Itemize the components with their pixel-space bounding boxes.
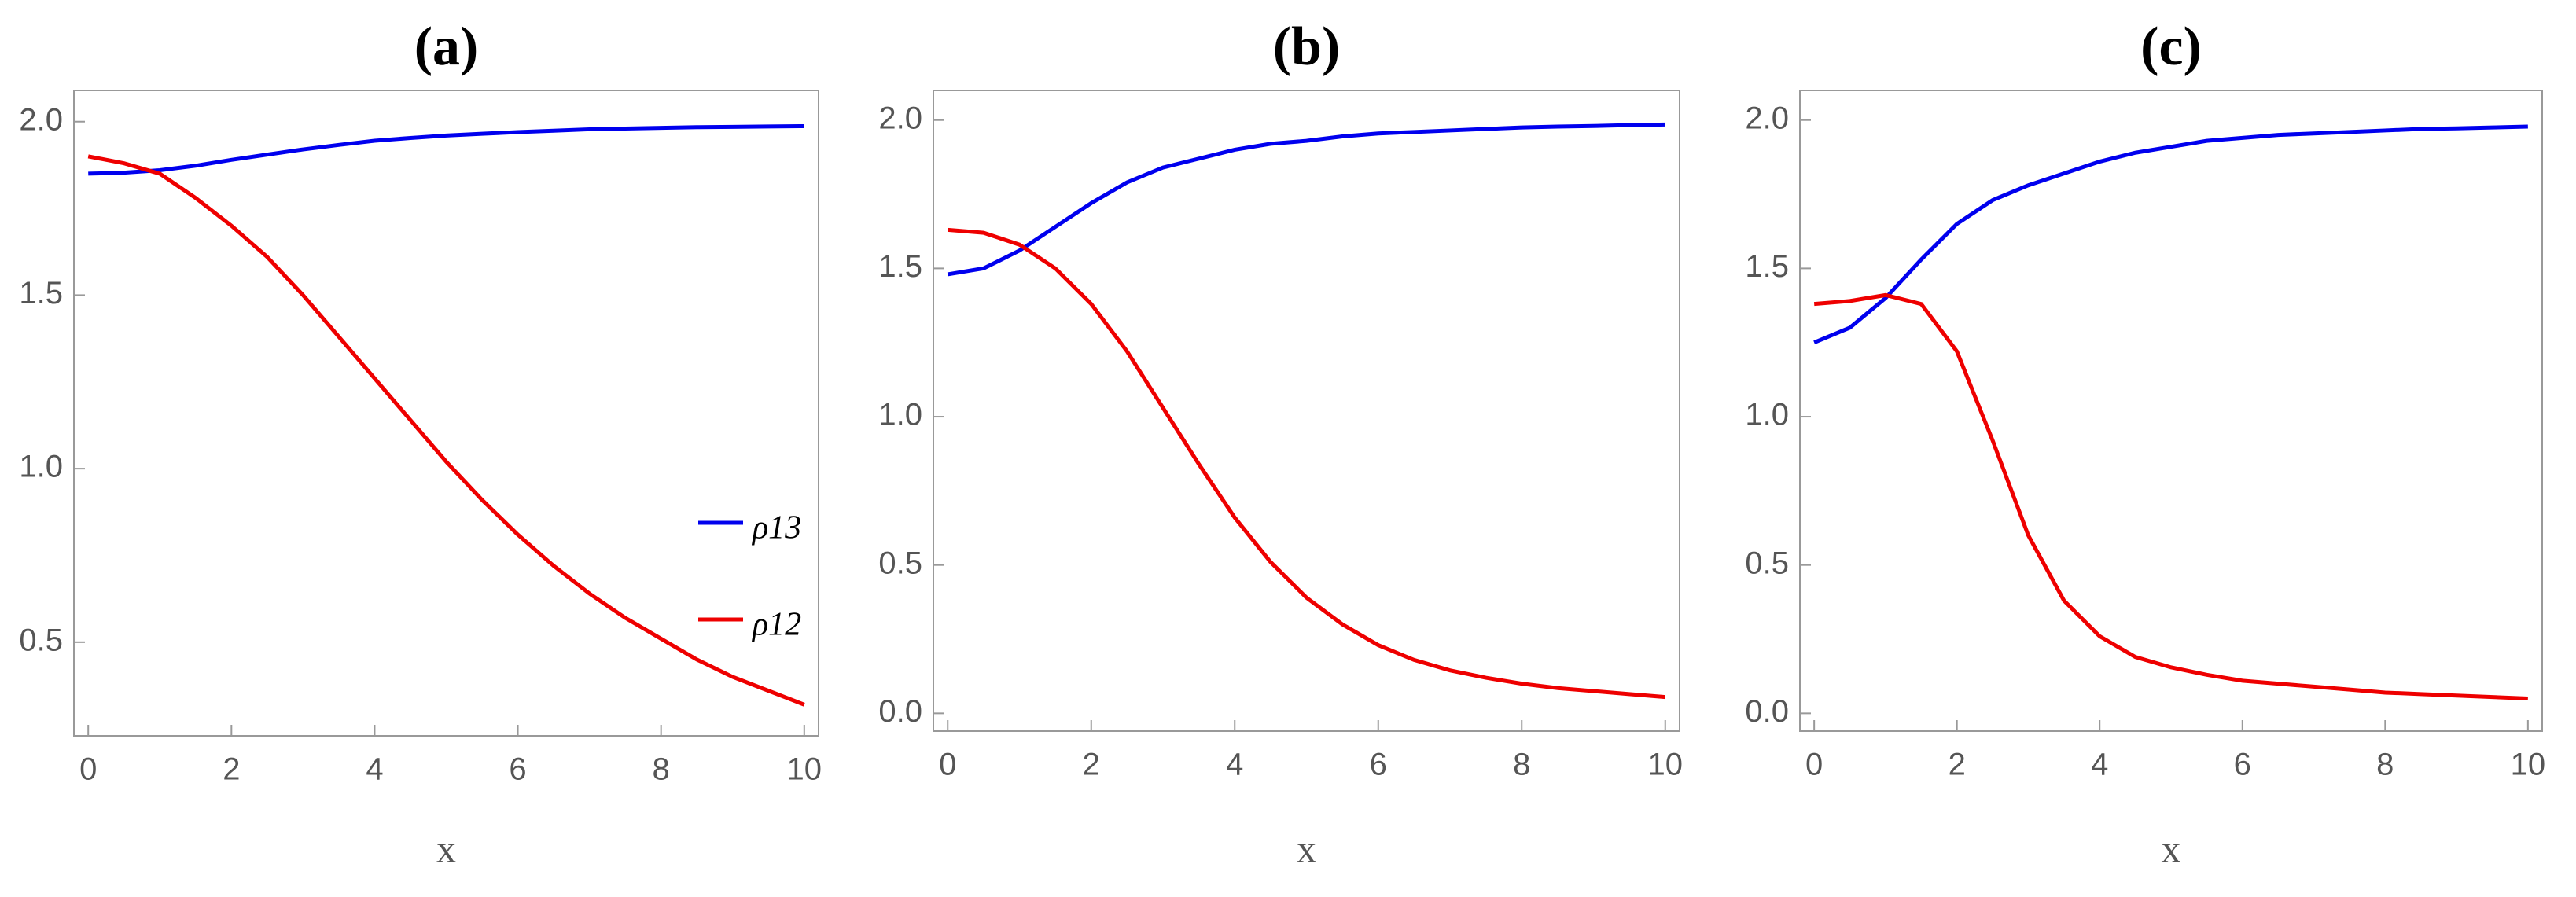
series-line xyxy=(947,122,1665,277)
y-tick-label: 1.0 xyxy=(1745,398,1789,432)
series-line xyxy=(1813,292,2528,700)
x-tick-label: 2 xyxy=(223,752,240,787)
y-tick-label: 0.5 xyxy=(1745,546,1789,580)
x-tick-label: 8 xyxy=(2376,748,2394,782)
legend-label: ρ13 xyxy=(751,510,801,546)
x-tick-label: 4 xyxy=(2091,748,2108,782)
panel: (c) x 0 2 4 6 8 10 0.0 0.5 1.0 1.5 2.0 xyxy=(1745,17,2545,870)
plot-frame xyxy=(73,90,819,737)
series-line xyxy=(88,123,804,176)
plot-frame xyxy=(933,90,1680,732)
chart-title: (b) xyxy=(1273,17,1341,77)
y-tick-label: 1.0 xyxy=(19,450,63,484)
panel: (a) x 0 2 4 6 8 10 0.5 1.0 1.5 2.0 ρ13 ρ12 xyxy=(19,17,822,870)
plot-frame xyxy=(1799,90,2543,732)
y-tick-label: 1.5 xyxy=(1745,249,1789,284)
y-tick-label: 2.0 xyxy=(19,102,63,137)
x-tick-label: 6 xyxy=(2234,748,2251,782)
x-tick-label: 4 xyxy=(366,752,383,787)
x-tick-label: 0 xyxy=(79,752,97,787)
x-tick-label: 0 xyxy=(1805,748,1823,782)
x-tick-label: 10 xyxy=(787,752,822,787)
x-axis-label: x xyxy=(1297,826,1316,870)
y-tick-label: 0.5 xyxy=(878,546,922,580)
y-tick-label: 1.5 xyxy=(19,276,63,311)
y-tick-label: 0.0 xyxy=(878,694,922,729)
legend-label: ρ12 xyxy=(751,607,801,643)
series-line xyxy=(948,227,1665,700)
y-tick-label: 2.0 xyxy=(1745,101,1789,135)
series-line xyxy=(1813,124,2528,345)
y-tick-label: 1.5 xyxy=(878,249,922,284)
x-tick-label: 6 xyxy=(509,752,526,787)
panel: (b) x 0 2 4 6 8 10 0.0 0.5 1.0 1.5 2.0 xyxy=(878,17,1683,870)
y-tick-label: 0.5 xyxy=(19,623,63,657)
x-axis-label: x xyxy=(2162,826,2181,870)
x-tick-label: 6 xyxy=(1370,748,1387,782)
y-tick-label: 0.0 xyxy=(1745,694,1789,729)
series-line xyxy=(87,154,805,707)
chart-title: (c) xyxy=(2140,17,2202,77)
x-tick-label: 2 xyxy=(1949,748,1966,782)
x-tick-label: 8 xyxy=(653,752,670,787)
x-tick-label: 0 xyxy=(939,748,956,782)
y-tick-label: 1.0 xyxy=(878,398,922,432)
x-tick-label: 10 xyxy=(2511,748,2546,782)
x-axis-label: x xyxy=(436,826,456,870)
x-tick-label: 4 xyxy=(1226,748,1243,782)
x-tick-label: 2 xyxy=(1083,748,1100,782)
chart-title: (a) xyxy=(414,17,479,77)
x-tick-label: 10 xyxy=(1648,748,1684,782)
y-tick-label: 2.0 xyxy=(878,101,922,135)
x-tick-label: 8 xyxy=(1513,748,1530,782)
